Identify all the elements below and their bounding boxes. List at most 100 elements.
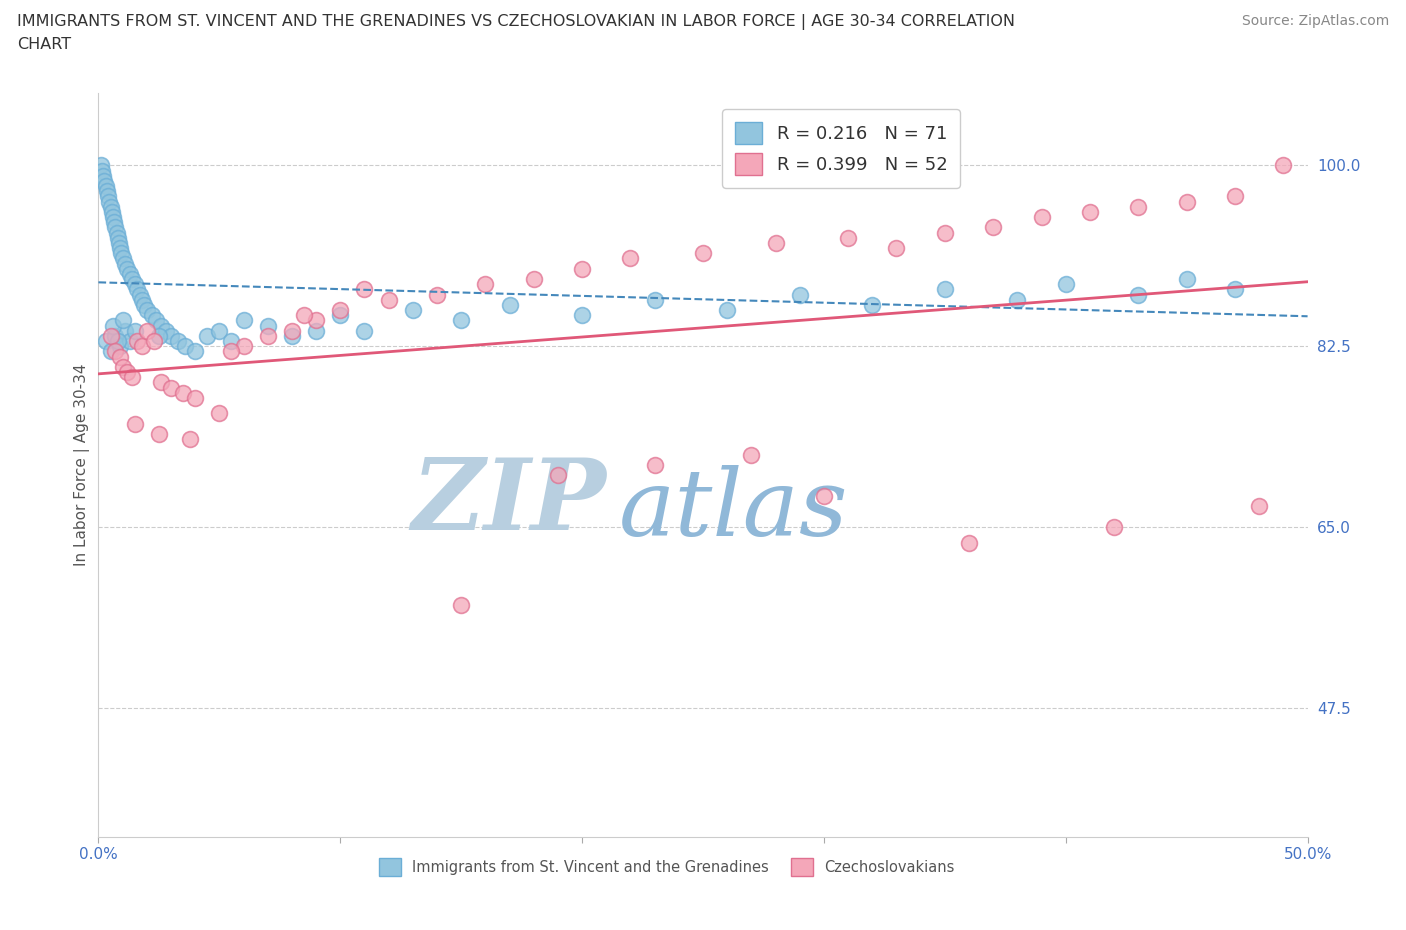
- Point: [108, 349, 131, 364]
- Point: [121, 272, 143, 286]
- Point: [305, 312, 328, 327]
- Point: [571, 261, 593, 276]
- Point: [571, 308, 593, 323]
- Point: [124, 417, 146, 432]
- Point: [148, 328, 170, 343]
- Point: [111, 312, 134, 327]
- Point: [100, 344, 122, 359]
- Point: [934, 225, 956, 240]
- Point: [108, 235, 131, 250]
- Point: [179, 432, 201, 446]
- Point: [402, 302, 425, 317]
- Point: [131, 339, 153, 353]
- Point: [91, 168, 114, 183]
- Point: [1078, 205, 1101, 219]
- Point: [1031, 209, 1053, 224]
- Point: [813, 488, 835, 503]
- Point: [1128, 199, 1150, 214]
- Point: [117, 261, 139, 276]
- Text: Source: ZipAtlas.com: Source: ZipAtlas.com: [1241, 14, 1389, 28]
- Point: [160, 380, 183, 395]
- Point: [353, 282, 375, 297]
- Point: [644, 458, 666, 472]
- Point: [155, 324, 177, 339]
- Point: [114, 256, 136, 271]
- Point: [108, 339, 131, 353]
- Point: [143, 334, 166, 349]
- Point: [121, 370, 143, 385]
- Point: [105, 225, 128, 240]
- Point: [523, 272, 546, 286]
- Point: [1223, 282, 1246, 297]
- Point: [644, 292, 666, 307]
- Point: [103, 215, 125, 230]
- Point: [167, 334, 190, 349]
- Point: [104, 328, 127, 343]
- Point: [450, 312, 472, 327]
- Point: [934, 282, 956, 297]
- Point: [91, 163, 114, 178]
- Point: [111, 251, 134, 266]
- Point: [174, 339, 197, 353]
- Point: [107, 231, 129, 246]
- Point: [450, 597, 472, 612]
- Point: [96, 184, 118, 199]
- Point: [1054, 277, 1077, 292]
- Point: [256, 318, 278, 333]
- Text: ZIP: ZIP: [412, 454, 606, 551]
- Point: [107, 334, 129, 349]
- Point: [108, 241, 131, 256]
- Point: [692, 246, 714, 260]
- Point: [281, 328, 304, 343]
- Point: [141, 308, 163, 323]
- Y-axis label: In Labor Force | Age 30-34: In Labor Force | Age 30-34: [75, 364, 90, 566]
- Point: [94, 179, 117, 193]
- Point: [131, 292, 153, 307]
- Point: [104, 219, 127, 234]
- Point: [789, 287, 811, 302]
- Point: [208, 324, 231, 339]
- Point: [353, 324, 375, 339]
- Point: [100, 205, 122, 219]
- Point: [981, 219, 1004, 234]
- Point: [100, 199, 122, 214]
- Point: [172, 385, 194, 400]
- Point: [195, 328, 218, 343]
- Text: IMMIGRANTS FROM ST. VINCENT AND THE GRENADINES VS CZECHOSLOVAKIAN IN LABOR FORCE: IMMIGRANTS FROM ST. VINCENT AND THE GREN…: [17, 14, 1015, 30]
- Point: [101, 209, 124, 224]
- Point: [1272, 158, 1295, 173]
- Point: [160, 328, 183, 343]
- Point: [118, 334, 141, 349]
- Point: [184, 391, 207, 405]
- Point: [765, 235, 787, 250]
- Point: [329, 308, 352, 323]
- Point: [111, 359, 134, 374]
- Point: [90, 158, 112, 173]
- Point: [740, 447, 762, 462]
- Point: [124, 324, 146, 339]
- Point: [98, 194, 121, 209]
- Point: [232, 339, 254, 353]
- Point: [221, 334, 243, 349]
- Point: [1223, 189, 1246, 204]
- Point: [1007, 292, 1029, 307]
- Point: [860, 298, 883, 312]
- Point: [329, 302, 352, 317]
- Point: [148, 427, 170, 442]
- Point: [716, 302, 738, 317]
- Point: [377, 292, 399, 307]
- Point: [145, 312, 167, 327]
- Point: [134, 298, 156, 312]
- Point: [474, 277, 496, 292]
- Point: [94, 334, 117, 349]
- Point: [114, 324, 136, 339]
- Point: [957, 535, 980, 550]
- Point: [886, 241, 908, 256]
- Point: [135, 324, 157, 339]
- Point: [292, 308, 315, 323]
- Point: [101, 318, 124, 333]
- Point: [232, 312, 254, 327]
- Point: [150, 318, 173, 333]
- Point: [281, 324, 304, 339]
- Point: [150, 375, 173, 390]
